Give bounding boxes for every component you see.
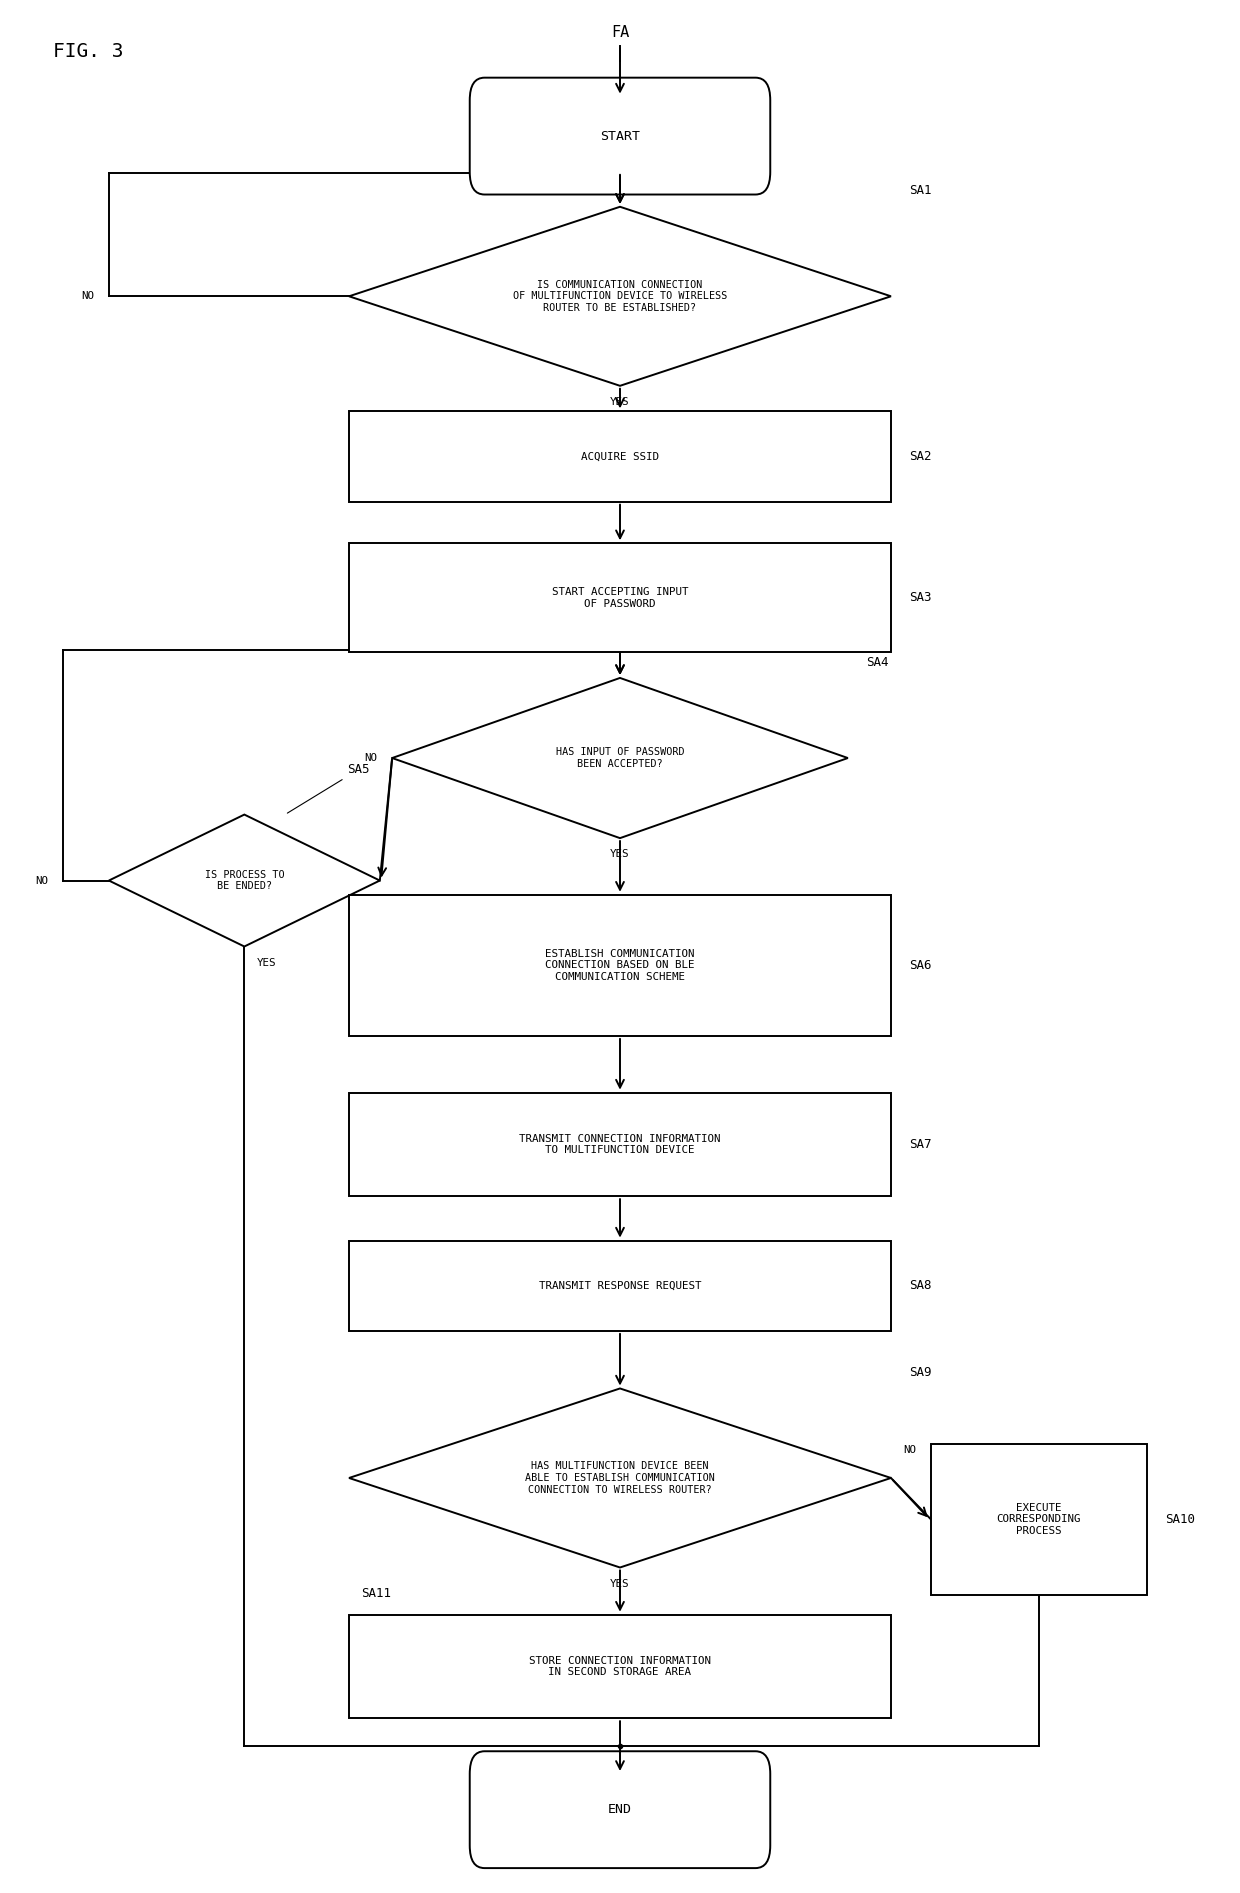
Bar [348,1615,892,1719]
Text: FIG. 3: FIG. 3 [53,42,124,61]
Text: SA4: SA4 [867,655,889,668]
Text: EXECUTE
CORRESPONDING
PROCESS: EXECUTE CORRESPONDING PROCESS [997,1503,1081,1535]
Text: SA5: SA5 [288,763,370,814]
Text: SA9: SA9 [909,1367,932,1378]
FancyBboxPatch shape [470,1751,770,1868]
Bar [348,543,892,653]
Text: SA2: SA2 [909,451,932,464]
Text: SA3: SA3 [909,591,932,604]
Text: YES: YES [610,1579,630,1588]
Bar [348,895,892,1035]
Text: END: END [608,1804,632,1815]
Text: NO: NO [903,1446,916,1456]
Bar [348,1240,892,1331]
Text: IS PROCESS TO
BE ENDED?: IS PROCESS TO BE ENDED? [205,869,284,892]
Text: YES: YES [610,398,630,407]
Polygon shape [348,206,892,386]
Polygon shape [392,678,848,839]
Text: SA1: SA1 [909,184,932,197]
Text: ACQUIRE SSID: ACQUIRE SSID [582,452,658,462]
Text: NO: NO [365,753,377,763]
Text: STORE CONNECTION INFORMATION
IN SECOND STORAGE AREA: STORE CONNECTION INFORMATION IN SECOND S… [529,1656,711,1677]
Text: SA8: SA8 [909,1280,932,1293]
Bar [931,1444,1147,1594]
FancyBboxPatch shape [470,78,770,195]
Text: ESTABLISH COMMUNICATION
CONNECTION BASED ON BLE
COMMUNICATION SCHEME: ESTABLISH COMMUNICATION CONNECTION BASED… [546,948,694,982]
Text: IS COMMUNICATION CONNECTION
OF MULTIFUNCTION DEVICE TO WIRELESS
ROUTER TO BE EST: IS COMMUNICATION CONNECTION OF MULTIFUNC… [513,280,727,312]
Text: TRANSMIT CONNECTION INFORMATION
TO MULTIFUNCTION DEVICE: TRANSMIT CONNECTION INFORMATION TO MULTI… [520,1134,720,1155]
Bar [348,1092,892,1196]
Text: FA: FA [611,25,629,40]
Text: START ACCEPTING INPUT
OF PASSWORD: START ACCEPTING INPUT OF PASSWORD [552,587,688,610]
Polygon shape [109,814,379,946]
Text: SA10: SA10 [1166,1513,1195,1526]
Text: NO: NO [36,876,48,886]
Text: HAS INPUT OF PASSWORD
BEEN ACCEPTED?: HAS INPUT OF PASSWORD BEEN ACCEPTED? [556,748,684,769]
Text: NO: NO [81,292,94,301]
Bar [348,411,892,502]
Polygon shape [348,1388,892,1567]
Text: SA6: SA6 [909,960,932,971]
Text: TRANSMIT RESPONSE REQUEST: TRANSMIT RESPONSE REQUEST [538,1282,702,1291]
Text: SA7: SA7 [909,1138,932,1151]
Text: YES: YES [257,958,277,967]
Text: SA11: SA11 [361,1586,392,1600]
Text: START: START [600,129,640,142]
Text: HAS MULTIFUNCTION DEVICE BEEN
ABLE TO ESTABLISH COMMUNICATION
CONNECTION TO WIRE: HAS MULTIFUNCTION DEVICE BEEN ABLE TO ES… [525,1461,715,1495]
Text: YES: YES [610,850,630,859]
